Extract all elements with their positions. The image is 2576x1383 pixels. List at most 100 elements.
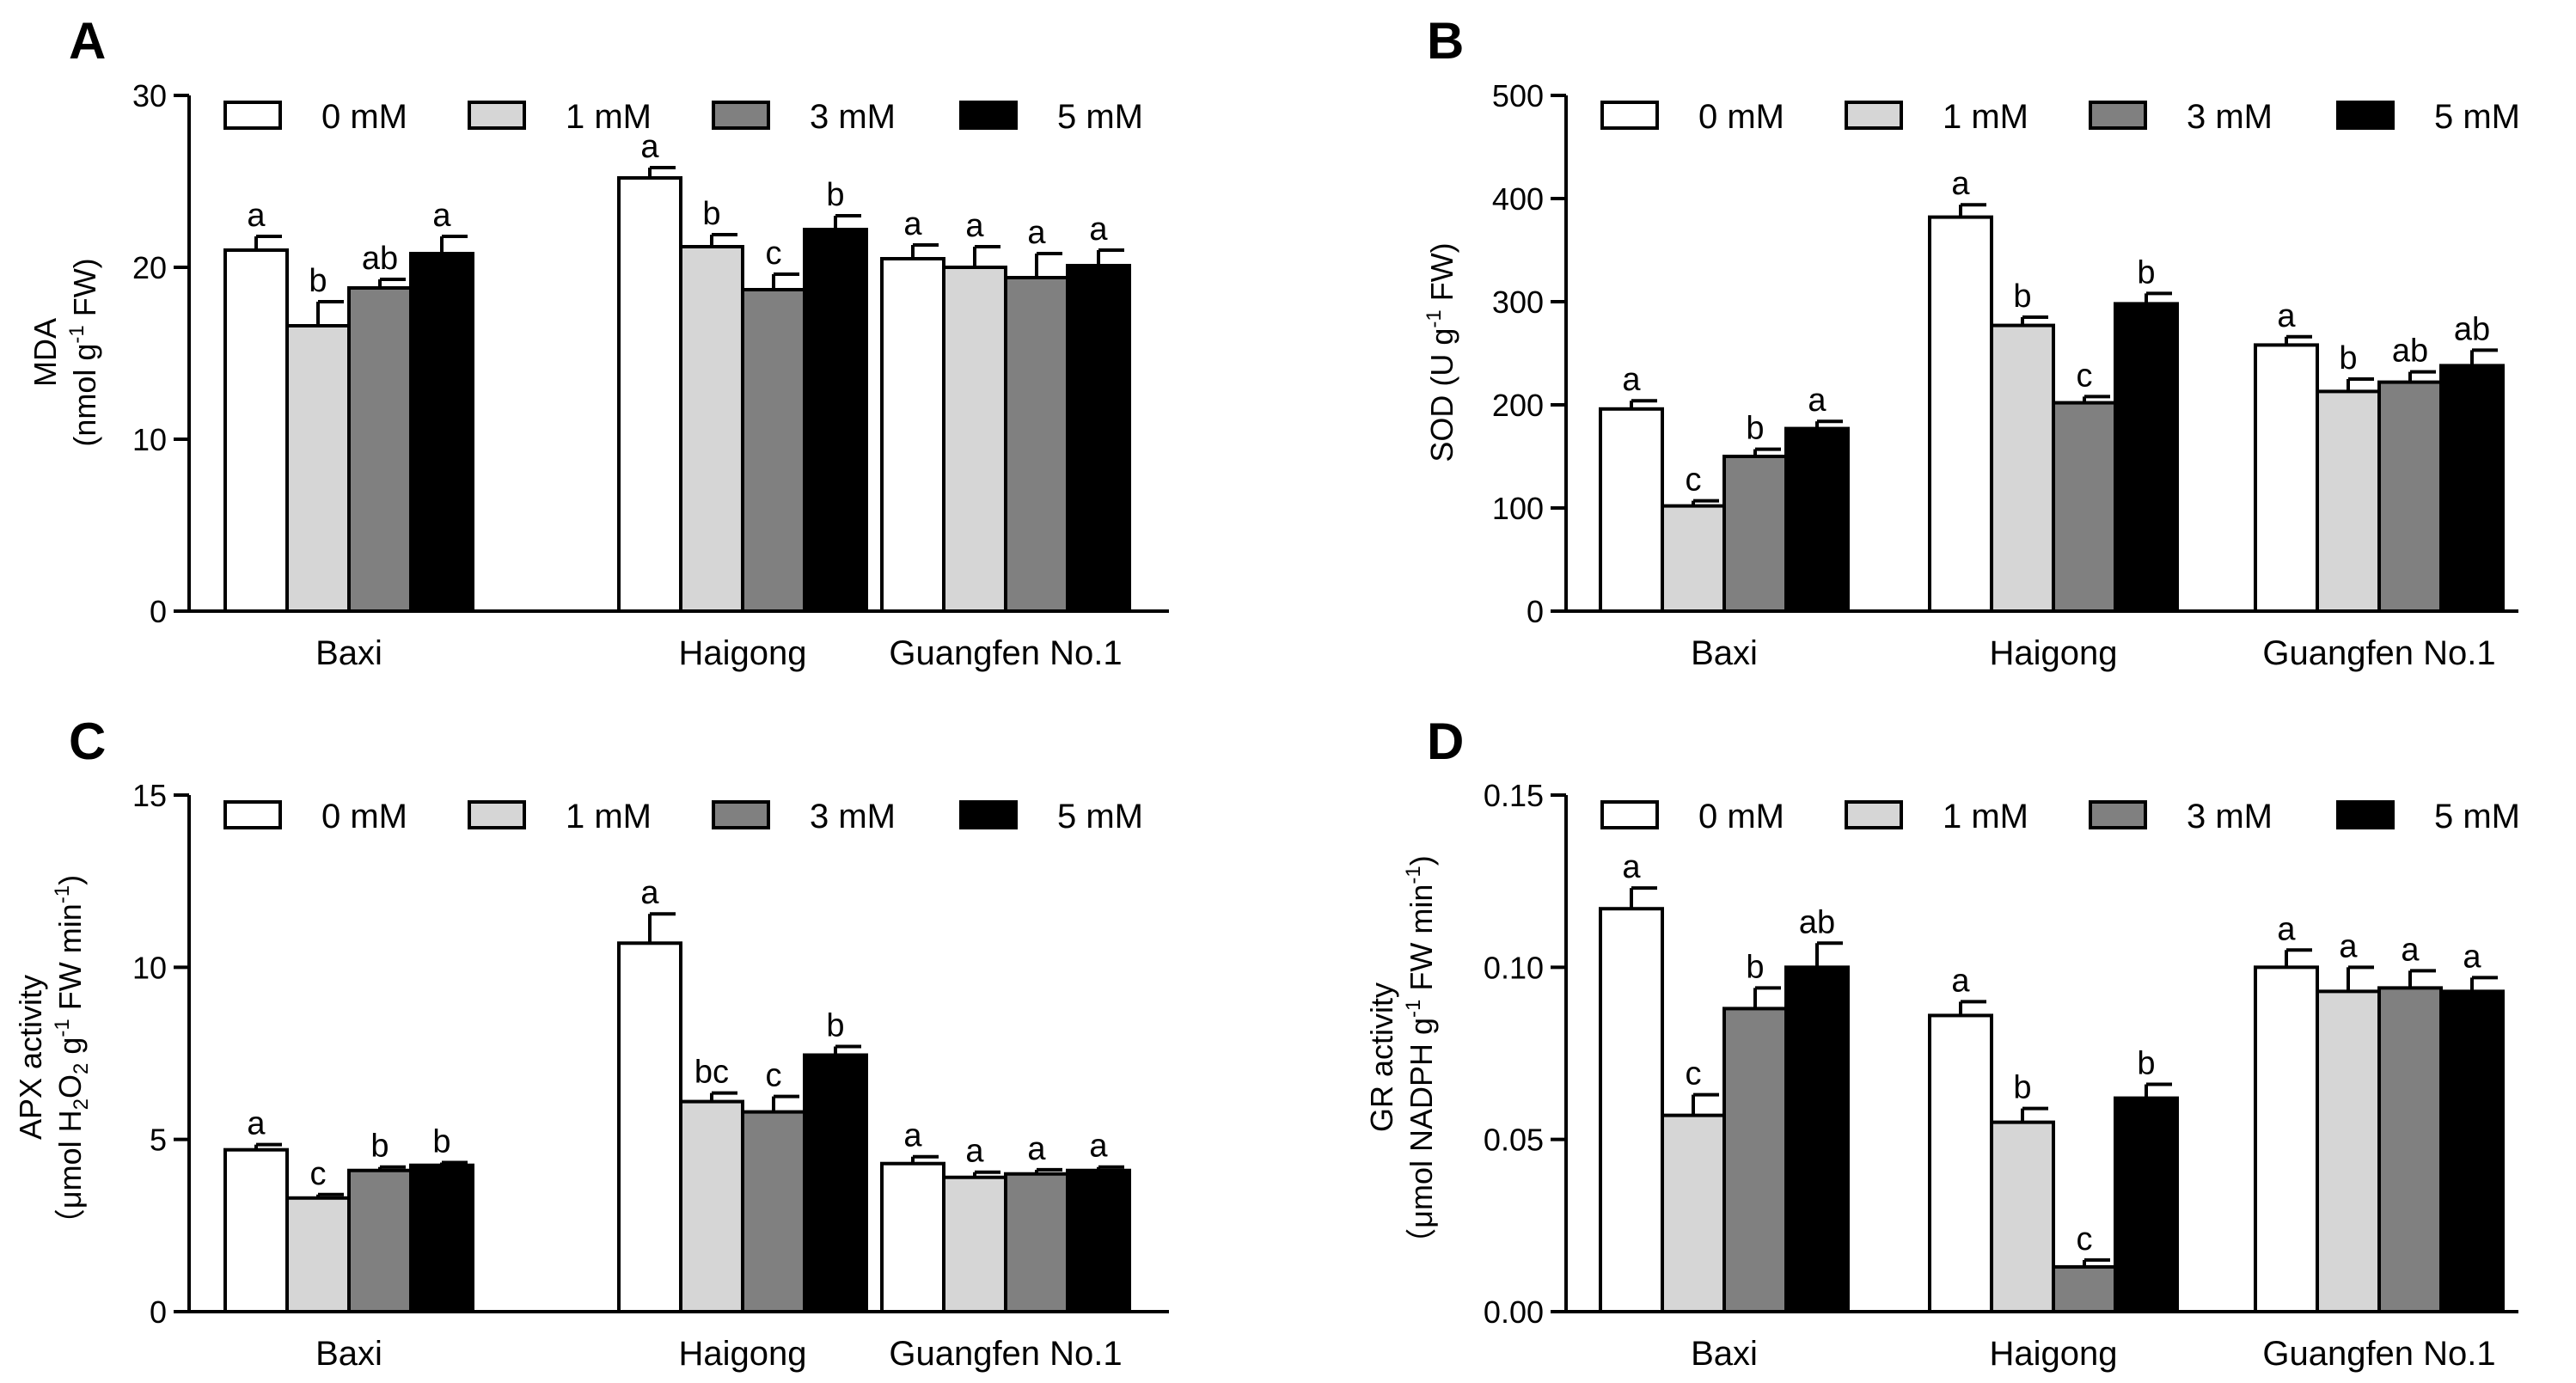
y-axis-unit-part: O: [52, 1074, 88, 1098]
significance-letter: b: [826, 1007, 844, 1043]
legend-label: 1 mM: [566, 98, 652, 136]
bar-1-mM-Haigong: [1990, 1120, 2055, 1313]
significance-letter: ab: [2454, 311, 2490, 347]
bar-1-mM-GuangfenNo1: [2316, 989, 2381, 1313]
significance-letter: c: [766, 236, 782, 272]
legend-swatch: [2089, 800, 2147, 829]
significance-letter: a: [903, 206, 922, 242]
bar-0-mM-Haigong: [1928, 215, 1993, 613]
significance-letter: b: [826, 177, 844, 213]
legend-label: 3 mM: [2187, 98, 2273, 136]
x-category-label: Baxi: [315, 634, 382, 672]
significance-letter: a: [1951, 963, 1970, 999]
y-axis-unit-part: -1: [1402, 1000, 1425, 1018]
legend-label: 5 mM: [1057, 98, 1143, 136]
bar-5-mM-Baxi: [409, 252, 474, 613]
y-axis-unit-part: (nmol g: [67, 344, 102, 447]
significance-letter: c: [2077, 1221, 2093, 1258]
legend-label: 0 mM: [321, 798, 407, 835]
y-tick-label: 10: [132, 950, 167, 985]
x-category-label: Guangfen No.1: [2262, 1335, 2495, 1373]
legend-swatch: [223, 800, 282, 829]
bar-5-mM-Haigong: [2114, 1096, 2179, 1313]
y-tick-label: 0.00: [1484, 1294, 1544, 1330]
legend-label: 5 mM: [2434, 798, 2520, 835]
significance-letter: a: [1808, 382, 1826, 419]
y-axis-title-part: SOD (U g: [1424, 328, 1459, 462]
y-axis-title-part: GR activity: [1364, 982, 1399, 1132]
legend-label: 1 mM: [1943, 798, 2028, 835]
bar-3-mM-Baxi: [1722, 1007, 1788, 1313]
y-axis-unit-part: FW): [67, 258, 102, 325]
bar-5-mM-Baxi: [409, 1163, 474, 1314]
bar-5-mM-Baxi: [1784, 965, 1850, 1314]
bar-5-mM-Haigong: [803, 1053, 868, 1313]
significance-letter: a: [2277, 911, 2296, 947]
bar-5-mM-Haigong: [2114, 302, 2179, 613]
y-axis-label: SOD (U g-1 FW): [1423, 242, 1459, 462]
y-tick-label: 0: [150, 1294, 167, 1330]
legend-swatch: [1845, 800, 1903, 829]
bar-0-mM-GuangfenNo1: [880, 1161, 945, 1314]
y-tick-label: 500: [1492, 78, 1544, 113]
y-tick-label: 100: [1492, 491, 1544, 526]
bar-3-mM-GuangfenNo1: [1004, 1172, 1069, 1313]
legend-swatch: [2336, 101, 2395, 130]
y-axis-unit: （μmol H2O2 g-1 FW min-1): [51, 875, 93, 1239]
legend-label: 0 mM: [1698, 798, 1784, 835]
significance-letter: b: [2339, 340, 2357, 376]
bar-3-mM-Baxi: [347, 1168, 413, 1314]
bar-3-mM-Baxi: [347, 286, 413, 613]
bar-5-mM-Haigong: [803, 228, 868, 613]
bar-0-mM-Haigong: [617, 176, 682, 613]
panel-letter: C: [69, 713, 106, 770]
significance-letter: b: [1746, 411, 1764, 447]
x-category-label: Haigong: [678, 634, 806, 672]
panel-letter: D: [1427, 713, 1464, 770]
significance-letter: a: [2277, 298, 2296, 334]
bar-5-mM-Baxi: [1784, 426, 1850, 613]
significance-letter: a: [640, 129, 659, 165]
bar-1-mM-GuangfenNo1: [2316, 389, 2381, 613]
bar-1-mM-Baxi: [285, 324, 351, 613]
bar-1-mM-Haigong: [1990, 323, 2055, 613]
significance-letter: a: [965, 208, 984, 244]
legend-swatch: [959, 800, 1018, 829]
bar-0-mM-Haigong: [617, 941, 682, 1313]
y-axis-title: APX activity: [13, 975, 48, 1140]
y-axis-title-part: APX activity: [13, 975, 48, 1140]
legend-swatch: [468, 101, 526, 130]
legend-label: 0 mM: [321, 98, 407, 136]
significance-letter: a: [247, 1106, 266, 1142]
significance-letter: b: [2137, 1046, 2155, 1082]
y-tick-label: 10: [132, 422, 167, 457]
bar-5-mM-GuangfenNo1: [2439, 364, 2505, 613]
y-axis-unit-part: -1: [1402, 866, 1425, 884]
bar-3-mM-Baxi: [1722, 455, 1788, 613]
y-tick-label: 0: [1527, 594, 1544, 629]
y-tick-label: 0.05: [1484, 1123, 1544, 1158]
significance-letter: b: [2013, 278, 2031, 315]
significance-letter: a: [1951, 166, 1970, 202]
legend-label: 5 mM: [1057, 798, 1143, 835]
significance-letter: b: [2013, 1070, 2031, 1106]
x-category-label: Guangfen No.1: [889, 634, 1122, 672]
significance-letter: a: [2339, 928, 2358, 964]
significance-letter: a: [1089, 1129, 1108, 1165]
y-axis-unit-part: （μmol H: [52, 1110, 88, 1239]
x-category-label: Haigong: [678, 1335, 806, 1373]
bar-1-mM-Haigong: [679, 1099, 744, 1314]
significance-letter: a: [1622, 849, 1641, 885]
y-tick-label: 0: [150, 594, 167, 629]
bar-1-mM-Baxi: [285, 1196, 351, 1314]
legend-label: 3 mM: [2187, 798, 2273, 835]
bar-3-mM-GuangfenNo1: [2377, 986, 2443, 1313]
legend-swatch: [959, 101, 1018, 130]
bar-0-mM-Baxi: [1599, 407, 1664, 613]
y-axis-unit: (nmol g-1 FW): [65, 258, 102, 446]
y-axis-title: SOD (U g-1 FW): [1423, 242, 1459, 462]
significance-letter: ab: [2392, 334, 2428, 370]
x-category-label: Baxi: [1691, 1335, 1758, 1373]
bar-3-mM-GuangfenNo1: [2377, 380, 2443, 613]
